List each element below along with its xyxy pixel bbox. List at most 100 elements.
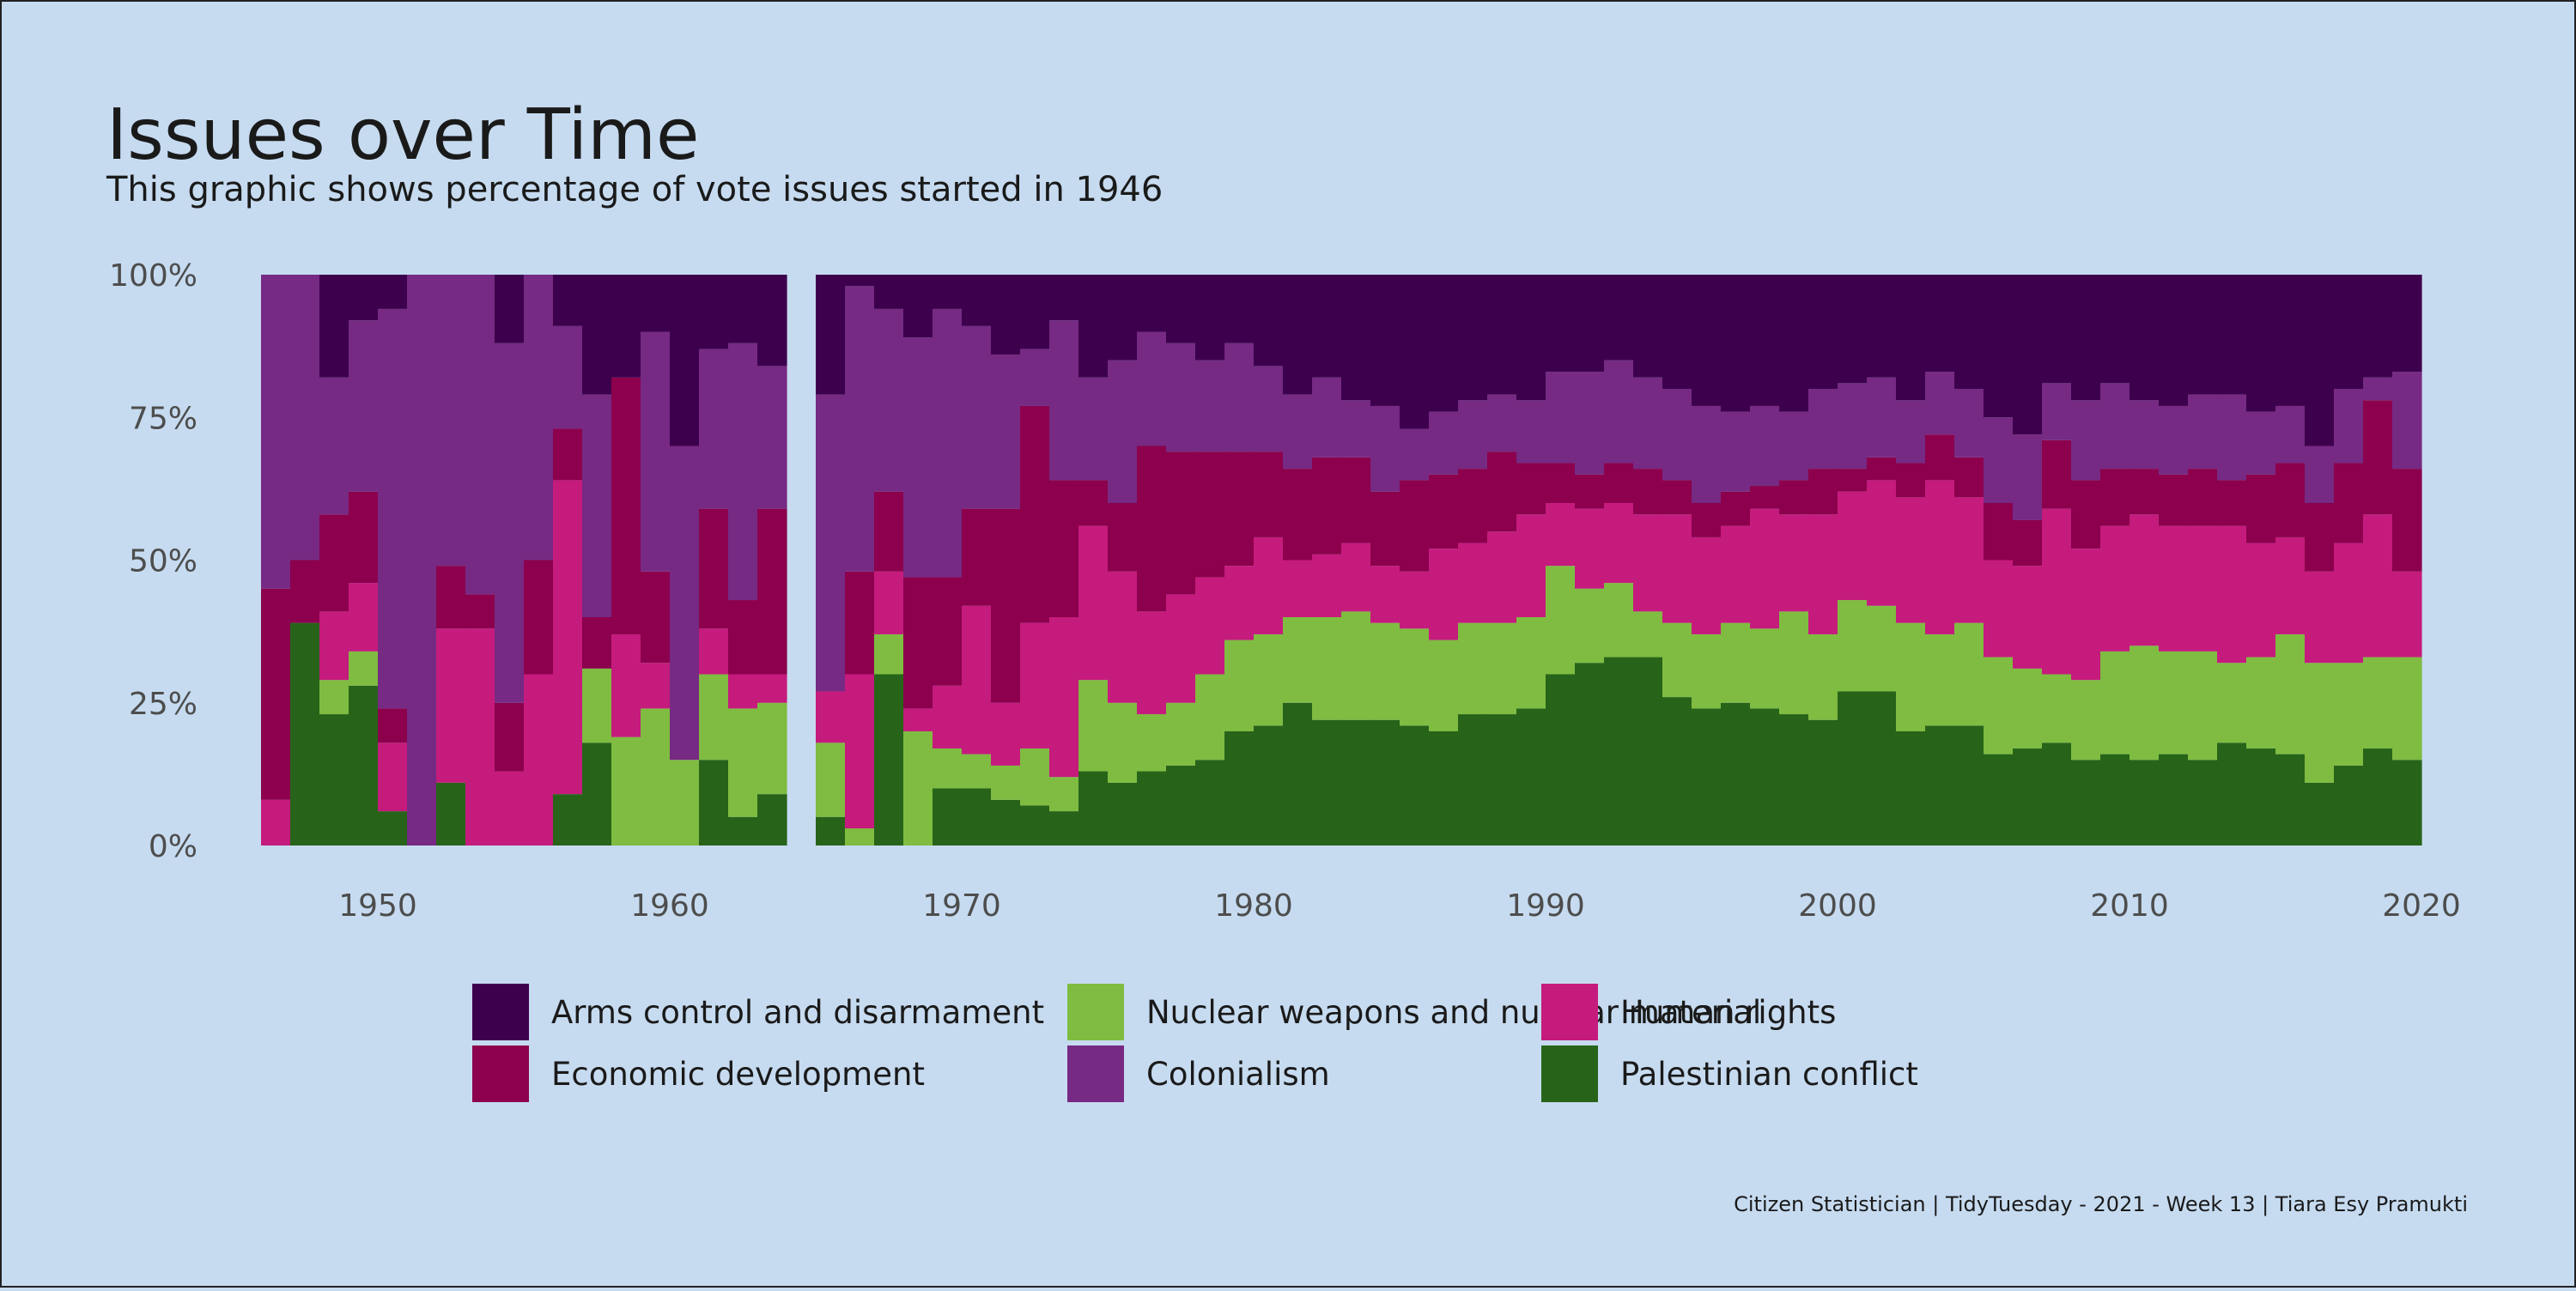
bar-segment: [1224, 452, 1255, 567]
bar-segment: [2129, 514, 2160, 646]
bar-stack-1957: [582, 275, 612, 846]
bar-segment: [1108, 782, 1138, 846]
bar-segment: [1254, 452, 1284, 537]
bar-segment: [524, 674, 554, 846]
bar-segment: [1692, 275, 1722, 406]
bar-segment: [1224, 275, 1255, 343]
bar-segment: [2275, 536, 2306, 634]
bar-segment: [1195, 452, 1225, 578]
bar-stack-1954: [495, 275, 525, 846]
bar-segment: [524, 275, 554, 561]
bar-segment: [1137, 275, 1167, 332]
bar-segment: [2129, 469, 2160, 515]
legend-item: Nuclear weapons and nuclear material: [1067, 984, 1761, 1040]
bar-segment: [1341, 719, 1371, 846]
legend-swatch: [472, 1046, 529, 1102]
bar-segment: [728, 674, 758, 709]
bar-segment: [2188, 275, 2218, 395]
bar-segment: [1575, 508, 1605, 589]
bar-segment: [1458, 275, 1488, 401]
bar-segment: [1896, 622, 1926, 731]
bar-segment: [2129, 275, 2160, 401]
bar-stack-2004: [1954, 275, 1984, 846]
bar-segment: [962, 754, 992, 789]
bar-segment: [874, 571, 904, 634]
bar-stack-1971: [991, 275, 1021, 846]
bar-stack-2000: [1838, 275, 1868, 846]
bar-segment: [2246, 275, 2276, 412]
bar-segment: [1166, 452, 1196, 595]
chart-subtitle: This graphic shows percentage of vote is…: [106, 170, 1163, 209]
bar-segment: [1604, 583, 1634, 658]
bar-segment: [816, 742, 846, 817]
bar-stack-2003: [1925, 275, 1955, 846]
y-tick-label: 75%: [129, 401, 197, 436]
bar-segment: [465, 275, 495, 595]
bar-stack-2018: [2363, 275, 2393, 846]
bar-segment: [1896, 731, 1926, 846]
bar-segment: [1487, 531, 1517, 623]
bar-segment: [1662, 480, 1692, 515]
bar-segment: [1867, 275, 1897, 378]
bar-segment: [1078, 525, 1109, 681]
bar-segment: [1400, 628, 1430, 726]
bar-segment: [757, 674, 787, 703]
bar-segment: [1721, 275, 1751, 412]
bar-segment: [495, 702, 525, 772]
bar-segment: [962, 788, 992, 846]
bar-segment: [2129, 760, 2160, 846]
bar-stack-2012: [2188, 275, 2218, 846]
bar-stack-1985: [1400, 275, 1430, 846]
bar-segment: [1575, 275, 1605, 373]
bar-segment: [1283, 275, 1313, 395]
y-tick-label: 100%: [109, 258, 197, 294]
bar-segment: [1049, 480, 1079, 617]
bar-segment: [933, 685, 963, 749]
bar-segment: [1195, 674, 1225, 761]
bar-segment: [319, 377, 349, 515]
bar-segment: [1954, 622, 1984, 726]
bar-stack-1970: [962, 275, 992, 846]
bar-segment: [611, 736, 641, 846]
bar-segment: [1575, 588, 1605, 664]
bar-segment: [962, 275, 992, 326]
bar-segment: [2217, 394, 2247, 481]
bar-segment: [1049, 777, 1079, 812]
bar-segment: [1020, 805, 1050, 846]
bar-segment: [1516, 708, 1546, 846]
bar-segment: [1341, 457, 1371, 543]
bar-segment: [2392, 571, 2422, 658]
bar-stack-1961: [699, 275, 729, 846]
bar-segment: [991, 799, 1021, 846]
bar-segment: [933, 577, 963, 686]
bar-stack-1991: [1575, 275, 1605, 846]
bar-segment: [1166, 342, 1196, 452]
bar-segment: [962, 508, 992, 606]
bar-segment: [1721, 702, 1751, 846]
bar-segment: [1516, 514, 1546, 617]
bar-segment: [1458, 714, 1488, 846]
bar-segment: [1487, 622, 1517, 715]
plot-panel: [261, 275, 2422, 846]
bar-segment: [1808, 633, 1838, 720]
legend-item: Economic development: [472, 1046, 925, 1102]
bar-segment: [1779, 514, 1809, 612]
bar-stack-1959: [641, 275, 671, 846]
legend-item: Human rights: [1541, 984, 1836, 1040]
bar-segment: [1487, 275, 1517, 395]
bar-segment: [670, 760, 700, 846]
bar-segment: [1254, 536, 1284, 634]
bar-stack-1960: [670, 275, 700, 846]
bar-segment: [349, 275, 379, 321]
bar-segment: [728, 342, 758, 601]
bar-stack-1995: [1692, 275, 1722, 846]
bar-segment: [1546, 275, 1576, 373]
bar-segment: [436, 628, 466, 783]
legend-swatch: [472, 984, 529, 1040]
bar-segment: [991, 275, 1021, 355]
bar-segment: [2159, 525, 2189, 652]
bar-segment: [1984, 503, 2014, 561]
bar-segment: [1429, 474, 1459, 549]
bar-segment: [349, 583, 379, 652]
bar-segment: [845, 674, 875, 829]
